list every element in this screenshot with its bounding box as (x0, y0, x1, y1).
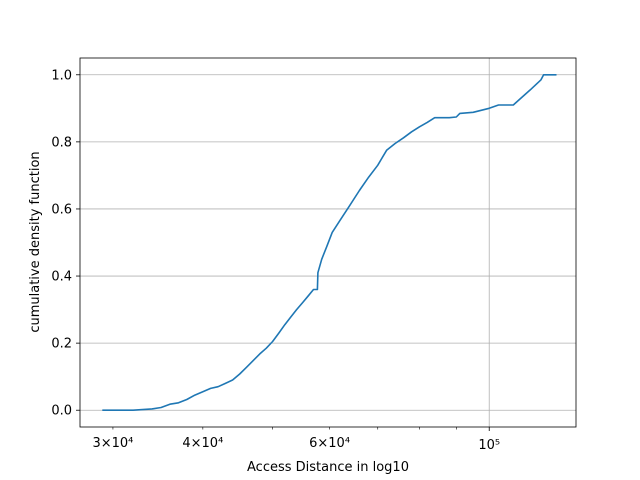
x-minor-tick-label-3: 6×10⁴ (309, 436, 350, 451)
plot-frame (79, 57, 577, 428)
y-tick-label-0: 0.0 (51, 404, 72, 419)
y-tick-label-2: 0.4 (51, 270, 72, 285)
y-tick-label-5: 1.0 (51, 68, 72, 83)
ticks-layer (76, 74, 490, 431)
x-major-tick-label-0: 10⁵ (478, 438, 500, 453)
series-layer (102, 74, 557, 411)
x-minor-tick-label-0: 3×10⁴ (92, 436, 133, 451)
y-tick-label-1: 0.2 (51, 337, 72, 352)
y-axis-label: cumulative density function (28, 151, 43, 332)
y-tick-label-4: 0.8 (51, 135, 72, 150)
tick-labels-layer: 0.0 0.2 0.4 0.6 0.8 1.0 10⁵ 3×10⁴ 4×10⁴ 6×10⁴ (51, 68, 500, 453)
x-minor-tick-label-1: 4×10⁴ (182, 436, 223, 451)
grid-layer (80, 58, 576, 427)
y-tick-label-3: 0.6 (51, 202, 72, 217)
x-axis-label: Access Distance in log10 (247, 460, 409, 475)
cdf-series-line-0 (102, 74, 557, 411)
